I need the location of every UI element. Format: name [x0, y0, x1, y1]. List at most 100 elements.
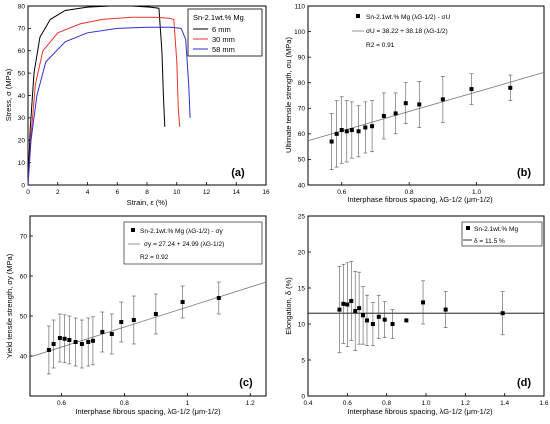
panel-c-point: [57, 336, 62, 340]
panel-a-xtick-label: 10: [173, 189, 181, 196]
panel-a-ytick-label: 0: [21, 182, 25, 189]
panel-d-point: [361, 313, 366, 318]
panel-c-xlabel: Interphase fibrous spacing, λG-1/2 (μm-1…: [75, 407, 221, 416]
panel-a-ytick-label: 50: [18, 70, 26, 77]
panel-c-point: [51, 342, 56, 346]
panel-b-ytick-label: 70: [298, 106, 306, 113]
legend-c-marker: [131, 228, 135, 232]
legend-a-item-0: 6 mm: [212, 25, 231, 34]
panel-c-legend: Sn-2.1wt.% Mg (λG-1/2) - σy σy = 27.24 +…: [123, 221, 263, 265]
panel-a-plot: 0 2 4 6 8 10 12 14 16 0 10 20 30 40 50 60 70 80: [18, 3, 270, 196]
panel-d-xtick-label: 1.0: [421, 400, 430, 407]
panel-d-xtick-label: 0.8: [382, 400, 391, 407]
panel-d-point: [404, 318, 409, 323]
panel-a-xtick-label: 4: [86, 189, 90, 196]
panel-c-point: [216, 296, 221, 300]
panel-c-point: [180, 300, 185, 304]
panel-d-point: [357, 306, 362, 311]
legend-d-entry-0: Sn-2.1wt.% Mg: [474, 226, 518, 233]
panel-c-point: [119, 320, 124, 324]
panel-b-point: [403, 101, 408, 106]
legend-c-entry-0: Sn-2.1wt.% Mg (λG-1/2) - σy: [140, 228, 224, 235]
panel-c-label: (c): [239, 377, 253, 389]
panel-a-ytick-label: 70: [18, 26, 26, 33]
panel-b-point: [417, 102, 422, 107]
panel-a-xtick-label: 16: [262, 189, 270, 196]
panel-a-xtick-label: 12: [203, 189, 211, 196]
panel-a-ytick-label: 10: [18, 160, 26, 167]
panel-b-point: [344, 129, 349, 134]
panel-c-point: [90, 338, 95, 343]
panel-c-point: [46, 348, 51, 352]
panel-c-point: [86, 340, 91, 344]
panel-c-plot: 0.6 0.8 1 1.2 40 50 60 70: [20, 233, 267, 407]
panel-c-xtick-label: 0.6: [57, 400, 66, 407]
panel-b-point: [349, 128, 354, 133]
panel-d-xtick-label: 0.4: [303, 400, 312, 407]
panel-d-point: [349, 298, 354, 303]
panel-a-curve-0: [27, 5, 166, 186]
panel-d-point: [382, 317, 387, 322]
panel-d-point: [365, 318, 369, 323]
panel-c-point: [62, 336, 67, 341]
panel-c-fit-line: [29, 281, 267, 358]
panel-b-legend: Sn-2.1wt.% Mg (λG-1/2) - σU σU = 38.22 +…: [352, 14, 451, 49]
panel-b-frame: [307, 5, 545, 186]
panel-d-point: [370, 322, 375, 326]
panel-c-frame: [29, 215, 267, 397]
panel-b-point: [329, 139, 334, 144]
panel-b-point: [469, 87, 474, 92]
panel-b-point: [508, 85, 513, 90]
panel-d-ytick-label: 0: [301, 393, 305, 400]
panel-c-point: [153, 312, 158, 316]
panel-b-ytick-label: 110: [295, 3, 306, 10]
panel-b-point: [356, 129, 361, 134]
panel-d-ytick-label: 10: [298, 321, 306, 328]
legend-b-entry-1: σU = 38.22 + 38.18 (λG-1/2): [366, 28, 448, 35]
panel-d-point: [345, 302, 350, 307]
panel-c-xtick-label: 1: [186, 400, 190, 407]
panel-b-point: [393, 111, 398, 116]
panel-b-xlabel: Interphase fibrous spacing, λG-1/2 (μm-1…: [347, 195, 493, 204]
panel-c-point: [109, 332, 114, 336]
panel-c-ytick-label: 60: [20, 273, 28, 280]
panel-c-ytick-label: 50: [20, 313, 28, 320]
panel-b-point: [339, 128, 344, 133]
panel-a-ytick-label: 20: [18, 138, 26, 145]
panel-a-ytick-label: 30: [18, 115, 26, 122]
panel-d-xtick-label: 1.2: [461, 400, 470, 407]
legend-d-entry-1: δ = 11.5 %: [474, 238, 505, 245]
legend-c-entry-2: R2 = 0.92: [140, 254, 169, 261]
panel-b-plot: 0.6 0.8 1.0 40 50 60 70 80 90 100 110: [294, 3, 545, 196]
panel-c-ylabel: Yield tensile strength, σy (MPa): [5, 253, 14, 358]
panel-c-xtick-label: 0.8: [120, 400, 129, 407]
panel-b-ylabel: Ultimate tensile strength, σu (MPa): [284, 37, 293, 153]
panel-b-ytick-label: 100: [294, 29, 305, 36]
panel-d-plot: 0.4 0.6 0.8 1.0 1.2 1.4 1.6 0 5 10 15 20 25: [298, 213, 549, 407]
panel-d-xtick-label: 1.4: [500, 400, 509, 407]
panel-a-xtick-label: 14: [233, 189, 241, 196]
panel-b-xtick-label: 0.6: [337, 189, 346, 196]
panel-d-point: [341, 301, 346, 306]
panel-b-point: [370, 124, 375, 129]
panel-a-xtick-label: 6: [115, 189, 119, 196]
panel-d-point: [443, 307, 448, 312]
panel-b-ytick-label: 90: [298, 54, 306, 61]
panel-b-xtick-label: 1.0: [472, 189, 481, 196]
panel-a-xlabel: Strain, ε (%): [127, 198, 168, 207]
panel-b-point: [363, 125, 368, 130]
panel-d-xlabel: Interphase fibrous spacing, λG-1/2 (μm-1…: [347, 407, 493, 416]
panel-a-ytick-label: 40: [18, 93, 26, 100]
panel-a-ytick-label: 60: [18, 48, 26, 55]
panel-d-point: [376, 314, 381, 319]
panel-d-point: [500, 311, 505, 316]
panel-a-xtick-label: 2: [56, 189, 60, 196]
panel-b-ytick-label: 50: [298, 157, 306, 164]
panel-d-ytick-label: 5: [301, 357, 305, 364]
panel-d-ylabel: Elongation, δ (%): [284, 277, 293, 335]
panel-d-ytick-label: 15: [298, 285, 306, 292]
legend-b-entry-2: R2 = 0.91: [366, 42, 395, 49]
panel-d-xtick-label: 1.6: [539, 400, 548, 407]
panel-a-legend: Sn-2.1wt.% Mg 6 mm 30 mm 58 mm: [187, 8, 263, 57]
